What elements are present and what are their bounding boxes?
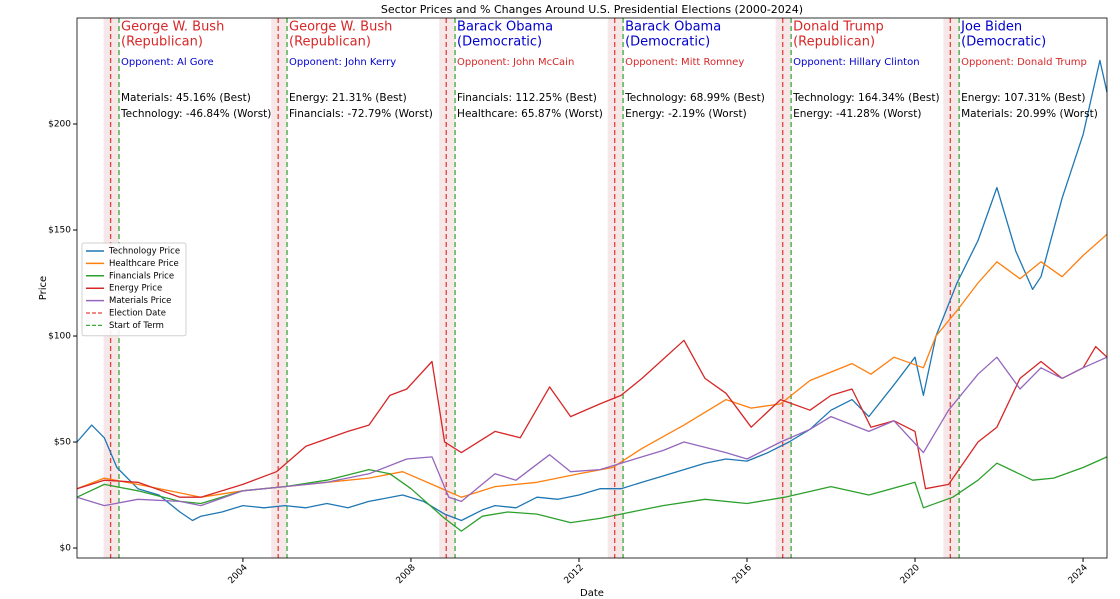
opponent-label: Opponent: Mitt Romney [625, 57, 744, 68]
opponent-label: Opponent: Donald Trump [961, 57, 1087, 68]
plot-frame [76, 17, 1108, 559]
election-band [775, 18, 792, 558]
legend-label: Technology Price [108, 247, 180, 257]
best-label: Energy: 107.31% (Best) [961, 92, 1085, 104]
y-tick-label: $100 [48, 332, 71, 342]
legend-label: Financials Price [109, 271, 174, 281]
election-band [439, 18, 456, 558]
y-tick-label: $50 [54, 438, 71, 448]
x-tick-label: 2012 [563, 563, 586, 586]
legend-label: Energy Price [109, 284, 162, 294]
best-label: Financials: 112.25% (Best) [457, 92, 597, 104]
y-tick-label: $150 [48, 226, 71, 236]
y-axis-label: Price [38, 276, 49, 300]
party-label: (Democratic) [457, 35, 542, 50]
opponent-label: Opponent: John McCain [457, 57, 574, 68]
legend-label: Start of Term [109, 321, 164, 331]
winner-label: Barack Obama [625, 20, 721, 35]
best-label: Technology: 68.99% (Best) [624, 92, 765, 104]
best-label: Materials: 45.16% (Best) [121, 92, 251, 104]
series-line [76, 59, 1108, 522]
election-band [271, 18, 288, 558]
party-label: (Republican) [289, 35, 371, 50]
worst-label: Energy: -2.19% (Worst) [625, 108, 747, 120]
election-band [607, 18, 624, 558]
series-line [76, 356, 1108, 507]
worst-label: Energy: -41.28% (Worst) [793, 108, 921, 120]
worst-label: Materials: 20.99% (Worst) [961, 108, 1098, 120]
y-tick-label: $200 [48, 120, 71, 130]
opponent-label: Opponent: John Kerry [289, 57, 396, 68]
election-band [943, 18, 960, 558]
winner-label: Joe Biden [960, 20, 1022, 35]
legend-label: Election Date [109, 309, 166, 319]
legend-box [81, 242, 187, 337]
chart-title: Sector Prices and % Changes Around U.S. … [381, 3, 803, 16]
x-tick-label: 2016 [731, 563, 754, 586]
worst-label: Technology: -46.84% (Worst) [120, 108, 271, 120]
x-tick-label: 2004 [227, 563, 250, 586]
worst-label: Healthcare: 65.87% (Worst) [457, 108, 603, 120]
best-label: Energy: 21.31% (Best) [289, 92, 407, 104]
x-axis-label: Date [580, 588, 604, 599]
party-label: (Republican) [793, 35, 875, 50]
party-label: (Democratic) [625, 35, 710, 50]
y-tick-label: $0 [60, 544, 72, 554]
opponent-label: Opponent: Al Gore [121, 57, 214, 68]
winner-label: Donald Trump [793, 20, 884, 35]
legend-label: Materials Price [109, 296, 171, 306]
winner-label: George W. Bush [289, 20, 392, 35]
legend-label: Healthcare Price [109, 259, 179, 269]
x-tick-label: 2008 [395, 563, 418, 586]
winner-label: Barack Obama [457, 20, 553, 35]
opponent-label: Opponent: Hillary Clinton [793, 57, 919, 68]
x-tick-label: 2020 [899, 563, 922, 586]
best-label: Technology: 164.34% (Best) [792, 92, 939, 104]
worst-label: Financials: -72.79% (Worst) [289, 108, 433, 120]
winner-label: George W. Bush [121, 20, 224, 35]
series-line [76, 339, 1108, 498]
party-label: (Republican) [121, 35, 203, 50]
party-label: (Democratic) [961, 35, 1046, 50]
x-tick-label: 2024 [1067, 563, 1090, 586]
